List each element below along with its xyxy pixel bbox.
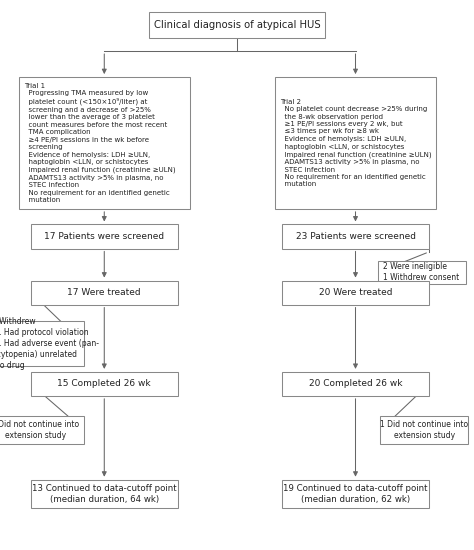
FancyBboxPatch shape bbox=[282, 280, 429, 305]
Text: 1 Did not continue into
extension study: 1 Did not continue into extension study bbox=[380, 420, 468, 440]
Text: Trial 2
  No platelet count decrease >25% during
  the 8-wk observation period
 : Trial 2 No platelet count decrease >25% … bbox=[280, 98, 431, 188]
Text: 20 Were treated: 20 Were treated bbox=[319, 288, 392, 297]
Text: 2 Did not continue into
extension study: 2 Did not continue into extension study bbox=[0, 420, 80, 440]
FancyBboxPatch shape bbox=[275, 77, 436, 209]
FancyBboxPatch shape bbox=[19, 77, 190, 209]
FancyBboxPatch shape bbox=[31, 480, 178, 508]
FancyBboxPatch shape bbox=[378, 261, 465, 284]
Text: 17 Were treated: 17 Were treated bbox=[67, 288, 141, 297]
FancyBboxPatch shape bbox=[380, 416, 468, 444]
Text: 15 Completed 26 wk: 15 Completed 26 wk bbox=[57, 379, 151, 388]
Text: 17 Patients were screened: 17 Patients were screened bbox=[44, 232, 164, 241]
FancyBboxPatch shape bbox=[282, 224, 429, 249]
FancyBboxPatch shape bbox=[149, 12, 325, 38]
FancyBboxPatch shape bbox=[282, 372, 429, 396]
Text: Clinical diagnosis of atypical HUS: Clinical diagnosis of atypical HUS bbox=[154, 20, 320, 30]
FancyBboxPatch shape bbox=[282, 480, 429, 508]
Text: 19 Continued to data-cutoff point
(median duration, 62 wk): 19 Continued to data-cutoff point (media… bbox=[283, 484, 428, 504]
FancyBboxPatch shape bbox=[0, 416, 84, 444]
Text: Trial 1
  Progressing TMA measured by low
  platelet count (<150×10⁹/liter) at
 : Trial 1 Progressing TMA measured by low … bbox=[24, 82, 175, 204]
Text: 2 Were ineligible
1 Withdrew consent: 2 Were ineligible 1 Withdrew consent bbox=[383, 262, 459, 282]
FancyBboxPatch shape bbox=[31, 224, 178, 249]
Text: 20 Completed 26 wk: 20 Completed 26 wk bbox=[309, 379, 402, 388]
FancyBboxPatch shape bbox=[31, 280, 178, 305]
Text: 2 Withdrew
  1 Had protocol violation
  1 Had adverse event (pan-
  cytopenia) u: 2 Withdrew 1 Had protocol violation 1 Ha… bbox=[0, 317, 99, 371]
Text: 13 Continued to data-cutoff point
(median duration, 64 wk): 13 Continued to data-cutoff point (media… bbox=[32, 484, 177, 504]
FancyBboxPatch shape bbox=[0, 321, 84, 366]
Text: 23 Patients were screened: 23 Patients were screened bbox=[295, 232, 416, 241]
FancyBboxPatch shape bbox=[31, 372, 178, 396]
